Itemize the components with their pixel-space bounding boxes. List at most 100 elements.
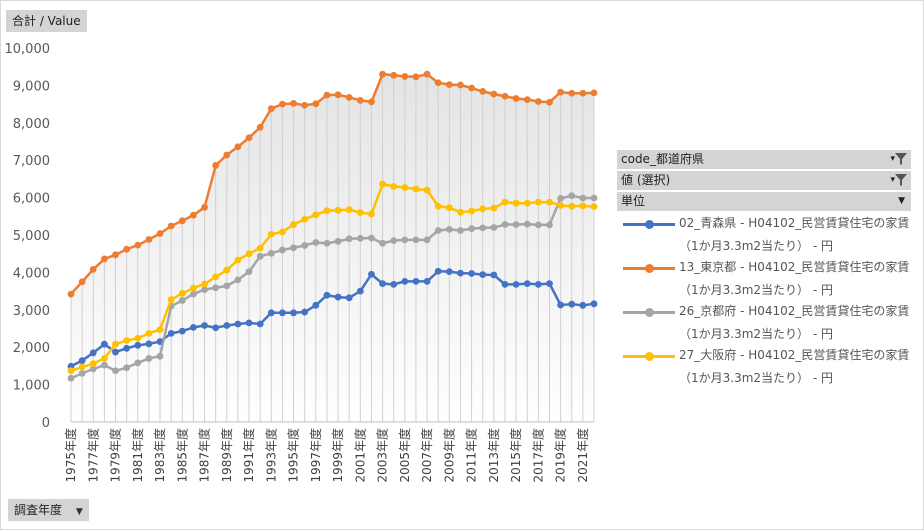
- x-tick-label: 1975年度: [63, 428, 78, 483]
- data-point: [267, 105, 275, 112]
- data-point: [412, 73, 420, 81]
- x-tick-label: 2017年度: [530, 428, 545, 483]
- data-point: [390, 182, 398, 190]
- data-point: [290, 221, 297, 228]
- data-point: [190, 211, 197, 219]
- data-point: [212, 162, 220, 169]
- data-point: [490, 204, 498, 212]
- x-tick-label: 1985年度: [174, 428, 189, 483]
- data-point: [523, 96, 531, 104]
- data-point: [134, 359, 142, 367]
- filter-label: 値 (選択): [621, 173, 671, 187]
- legend-dot-marker: [645, 352, 654, 361]
- data-point: [356, 287, 364, 295]
- y-tick-label: 9,000: [13, 79, 50, 94]
- data-point: [523, 220, 531, 228]
- data-point: [156, 352, 164, 360]
- data-point: [178, 297, 186, 304]
- data-point: [223, 282, 231, 290]
- data-point: [201, 286, 208, 294]
- legend-sublabel: （1か月3.3m2当たり） - 円: [679, 371, 834, 385]
- legend-sublabel: （1か月3.3m2当たり） - 円: [679, 239, 834, 253]
- data-point: [245, 250, 253, 258]
- data-point: [323, 91, 331, 99]
- data-point: [256, 123, 264, 131]
- data-point: [145, 329, 153, 337]
- data-point: [156, 230, 164, 237]
- data-point: [279, 228, 286, 236]
- data-point: [134, 334, 142, 342]
- value-field-button[interactable]: 合計 / Value: [6, 10, 87, 32]
- data-point: [279, 309, 286, 317]
- data-point: [490, 224, 498, 231]
- axis-field-button[interactable]: 調査年度 ▼: [8, 499, 89, 521]
- data-point: [123, 337, 131, 344]
- data-point: [345, 206, 353, 213]
- data-point: [423, 277, 431, 285]
- data-point: [100, 340, 108, 348]
- series: [67, 267, 598, 370]
- data-point: [434, 227, 442, 234]
- filter-unit[interactable]: 単位 ▼: [617, 192, 911, 211]
- data-point: [301, 308, 309, 316]
- filter-icon: [895, 153, 907, 165]
- y-tick-label: 7,000: [13, 154, 50, 169]
- data-point: [234, 143, 242, 151]
- data-point: [212, 284, 220, 292]
- data-point: [423, 70, 431, 78]
- data-point: [267, 230, 275, 238]
- data-point: [568, 89, 576, 97]
- data-point: [546, 221, 553, 229]
- data-point: [245, 319, 253, 327]
- axis-field-label: 調査年度: [14, 503, 63, 517]
- data-point: [78, 363, 86, 371]
- data-point: [89, 349, 97, 357]
- data-point: [267, 309, 275, 317]
- data-point: [368, 98, 375, 106]
- data-point: [457, 81, 464, 89]
- chevron-down-icon: ▼: [75, 507, 83, 517]
- data-point: [89, 266, 97, 273]
- data-point: [201, 322, 208, 329]
- data-point: [356, 96, 364, 104]
- data-point: [67, 290, 75, 298]
- data-point: [490, 271, 498, 279]
- data-point: [178, 327, 186, 335]
- legend-label: 02_青森県 - H04102_民営賃貸住宅の家賃: [679, 216, 910, 230]
- data-point: [312, 100, 320, 108]
- filter-value-selection[interactable]: 値 (選択) ▾: [617, 171, 911, 190]
- data-point: [512, 280, 520, 288]
- data-point: [579, 301, 587, 309]
- data-point: [390, 280, 398, 288]
- data-point: [501, 221, 509, 228]
- x-tick-label: 1999年度: [330, 428, 345, 483]
- y-tick-label: 3,000: [13, 304, 50, 319]
- data-point: [223, 151, 231, 159]
- data-point: [423, 236, 431, 244]
- area-backdrop: [71, 74, 594, 423]
- data-point: [512, 199, 520, 207]
- x-tick-label: 1983年度: [152, 428, 167, 483]
- y-tick-label: 0: [42, 416, 50, 431]
- data-point: [67, 367, 75, 375]
- data-point: [590, 203, 598, 210]
- data-point: [368, 234, 375, 242]
- data-point: [134, 341, 142, 349]
- filter-label: code_都道府県: [621, 152, 704, 166]
- data-point: [579, 89, 587, 97]
- x-tick-label: 2007年度: [419, 428, 434, 483]
- data-point: [78, 357, 86, 365]
- data-point: [468, 270, 475, 277]
- data-point: [178, 217, 186, 225]
- data-point: [112, 367, 119, 375]
- filter-code-prefecture[interactable]: code_都道府県 ▾: [617, 150, 911, 169]
- data-point: [356, 234, 364, 242]
- y-tick-label: 1,000: [13, 379, 50, 394]
- data-point: [523, 280, 531, 288]
- x-tick-label: 2011年度: [464, 428, 479, 483]
- data-point: [323, 239, 331, 247]
- x-tick-label: 1981年度: [130, 428, 145, 483]
- x-tick-label: 1995年度: [286, 428, 301, 483]
- x-tick-label: 2001年度: [352, 428, 367, 483]
